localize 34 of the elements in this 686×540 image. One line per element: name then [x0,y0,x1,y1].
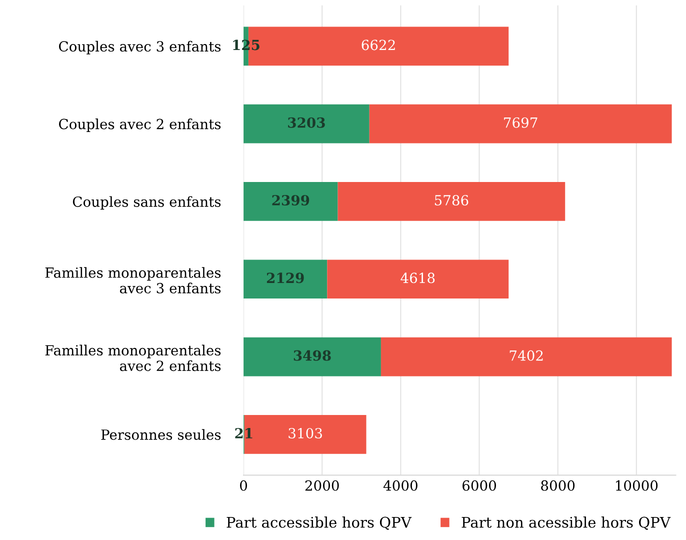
bar [244,182,338,221]
y-tick-label: Couples avec 3 enfants [59,40,221,54]
data-label: 7402 [510,350,543,361]
y-tick-label: Couples sans enfants [72,196,221,210]
bar [244,337,381,376]
bar [380,337,672,376]
x-tick-label: 2000 [305,480,339,491]
bar [369,104,672,144]
y-tick-label: Personnes seules [101,429,221,440]
y-tick-label: Familles monoparentales avec 2 enfants [45,344,221,372]
legend-label: Part non acessible hors QPV [462,516,671,530]
data-label: 3498 [294,350,331,361]
bar [244,260,328,299]
data-label: 5786 [434,195,468,206]
legend-label: Part accessible hors QPV [226,516,412,530]
x-tick-label: 4000 [383,480,418,491]
y-tick-label: Couples avec 2 enfants [59,118,221,132]
x-tick-label: 6000 [462,480,496,491]
data-label: 3103 [288,428,322,438]
bar [327,260,509,299]
x-tick-label: 8000 [541,480,575,491]
bar [244,104,370,144]
data-label: 2399 [272,195,310,206]
data-label: 125 [233,40,260,50]
x-tick-label: 0 [240,480,248,491]
data-label: 2129 [266,272,304,284]
data-label: 6622 [362,40,395,50]
data-label: 21 [235,428,252,438]
x-tick-label: 10000 [616,480,658,491]
data-label: 3203 [288,117,325,128]
bar [338,182,566,221]
y-tick-label: Familles monoparentales avec 3 enfants [45,267,221,294]
data-label: 7697 [504,117,538,128]
data-label: 4618 [400,272,435,284]
